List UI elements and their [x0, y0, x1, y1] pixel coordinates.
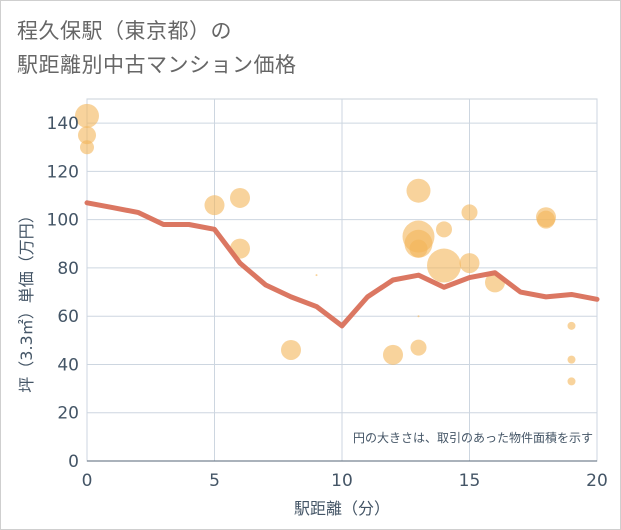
bubble-point — [567, 321, 576, 330]
chart-title-line-1: 程久保駅（東京都）の — [17, 19, 232, 43]
bubble-point — [459, 253, 480, 274]
bubble-point — [230, 187, 250, 208]
bubble-point — [461, 204, 478, 221]
bubble-point — [204, 195, 225, 216]
x-tick-label: 5 — [209, 471, 220, 491]
bubble-point — [409, 239, 428, 258]
bubble-point — [410, 339, 427, 356]
y-tick-label: 120 — [47, 162, 79, 182]
x-tick-labels: 0 5 10 15 20 — [82, 471, 608, 491]
y-tick-label: 80 — [57, 259, 79, 279]
x-tick-label: 10 — [331, 471, 353, 491]
y-tick-label: 60 — [57, 307, 79, 327]
y-tick-label: 20 — [57, 404, 79, 424]
y-tick-label: 140 — [47, 114, 79, 134]
bubble-point — [436, 221, 452, 238]
y-tick-labels: 0 20 40 60 80 100 120 140 — [47, 114, 79, 472]
average-price-line — [84, 200, 600, 329]
chart-title: 程久保駅（東京都）の 駅距離別中古マンション価格 — [17, 14, 297, 82]
y-tick-label: 0 — [68, 452, 79, 472]
bubble-point — [427, 248, 461, 283]
y-axis-label: 坪（3.3㎡）単価（万円） — [17, 207, 36, 392]
bubble-point — [417, 315, 420, 318]
y-tick-label: 100 — [47, 211, 79, 231]
bubble-point — [78, 126, 96, 145]
chart-annotation: 円の大きさは、取引のあった物件面積を示す — [353, 430, 593, 445]
bubble-series — [75, 103, 576, 386]
bubble-point — [406, 178, 431, 203]
bubble-point — [281, 339, 301, 360]
bubble-point — [383, 344, 403, 365]
bubble-point — [80, 140, 94, 155]
x-axis-label: 駅距離（分） — [294, 499, 390, 518]
line-series — [84, 200, 600, 329]
x-tick-label: 0 — [82, 471, 93, 491]
y-gridlines — [87, 122, 597, 414]
bubble-point — [537, 210, 555, 229]
bubble-point — [567, 377, 576, 386]
bubble-point — [567, 355, 576, 364]
y-tick-label: 40 — [57, 355, 79, 375]
x-tick-label: 15 — [459, 471, 481, 491]
bubble-point — [315, 274, 318, 277]
bubble-point — [75, 103, 99, 128]
chart-title-line-2: 駅距離別中古マンション価格 — [17, 53, 297, 77]
x-tick-label: 20 — [586, 471, 608, 491]
